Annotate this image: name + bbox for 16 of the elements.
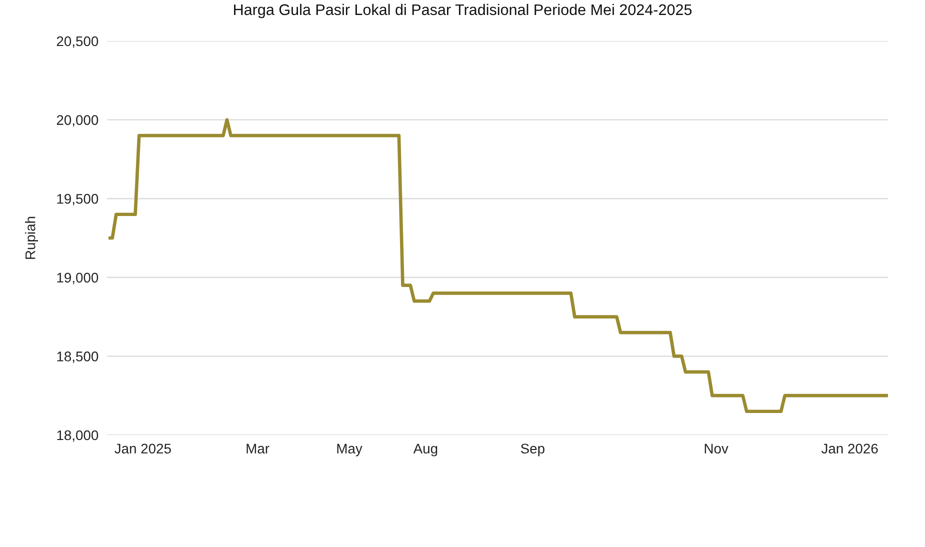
y-tick-label: 20,000 <box>56 115 98 127</box>
y-tick-label: 19,500 <box>57 194 98 206</box>
y-tick-label: 18,500 <box>57 352 98 364</box>
x-tick-label: Aug <box>413 444 438 456</box>
x-tick-label: Mar <box>246 444 270 454</box>
chart-title: Harga Gula Pasir Lokal di Pasar Tradisional Periode Mei 2024-2025 <box>234 4 692 18</box>
y-tick-label: 18,000 <box>57 430 98 442</box>
y-tick-label: 20,500 <box>56 36 98 48</box>
x-tick-label: Jan 2025 <box>114 444 171 454</box>
x-tick-label: May <box>337 444 362 456</box>
y-axis-title: Rupiah <box>25 216 38 259</box>
x-tick-label: Jan 2026 <box>821 444 878 454</box>
y-tick-label: 19,000 <box>57 272 98 284</box>
line-series <box>107 118 888 414</box>
x-tick-label: Nov <box>704 444 728 454</box>
x-tick-label: Sep <box>520 444 544 456</box>
